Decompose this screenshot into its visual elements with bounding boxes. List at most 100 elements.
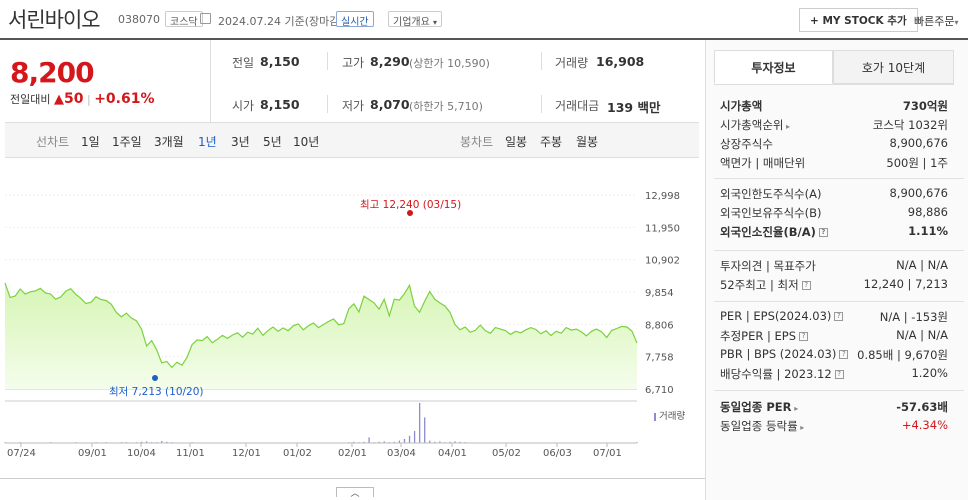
invest-row[interactable]: 시가총액순위 ▸ 코스닥 1032위 (720, 117, 948, 135)
range-1d[interactable]: 1일 (81, 135, 100, 149)
x-tick-label: 01/02 (283, 448, 312, 459)
add-my-stock-button[interactable]: + MY STOCK 추가 (799, 8, 918, 32)
section-divider (714, 390, 964, 391)
help-icon[interactable]: ? (799, 332, 809, 341)
volume-bar (408, 435, 411, 443)
invest-row[interactable]: 외국인소진율(B/A)? 1.11% (720, 224, 948, 242)
invest-row[interactable]: 추정PER | EPS? N/A | N/A (720, 328, 948, 346)
volume-bar (636, 442, 638, 443)
chart-toolbar (5, 122, 699, 158)
x-tick-label: 11/01 (176, 448, 205, 459)
invest-row-value: N/A | N/A (896, 328, 948, 342)
range-3y[interactable]: 3년 (231, 135, 250, 149)
volume-bar (454, 441, 456, 443)
realtime-badge[interactable]: 실시간 (336, 11, 374, 28)
invest-row[interactable]: 배당수익률 | 2023.12? 1.20% (720, 366, 948, 384)
candle-monthly[interactable]: 월봉 (576, 135, 599, 149)
invest-row-label: 투자의견 | 목표주가 (720, 259, 816, 273)
help-icon[interactable]: ? (818, 228, 828, 237)
invest-row-label: 배당수익률 | 2023.12? (720, 366, 844, 382)
volume-bar (383, 441, 385, 443)
candle-daily[interactable]: 일봉 (505, 135, 528, 149)
chevron-down-icon: ▾ (954, 18, 959, 27)
arrow-icon: ▸ (791, 404, 799, 413)
volume-bar (429, 440, 431, 443)
arrow-icon: ▸ (783, 122, 791, 131)
quick-order-button[interactable]: 빠른주문▾ (914, 13, 959, 29)
company-info-label: 기업개요 (393, 17, 430, 28)
invest-row-value: N/A | N/A (896, 258, 948, 272)
range-1w[interactable]: 1주일 (112, 135, 142, 149)
x-axis: 07/24 09/01 10/04 11/01 12/01 01/02 02/01 03/04… (7, 443, 622, 459)
invest-row-label: 추정PER | EPS? (720, 328, 809, 344)
company-info-dropdown[interactable]: 기업개요 ▾ (388, 11, 443, 28)
divider (210, 40, 211, 122)
high-value: 8,290 (370, 54, 410, 69)
x-tick-label: 04/01 (438, 448, 467, 459)
y-tick-label: 7,758 (645, 353, 674, 364)
up-arrow-icon: ▲ (53, 92, 64, 107)
help-icon[interactable]: ? (839, 350, 849, 359)
prev-close-value: 8,150 (260, 54, 300, 69)
invest-row-label: PER | EPS(2024.03)? (720, 309, 844, 323)
invest-row-value: 1.11% (908, 224, 948, 238)
invest-row[interactable]: 동일업종 PER ▸ -57.63배 (720, 399, 948, 417)
y-axis: 12,998 11,950 10,902 9,854 8,806 7,758 6,710 (645, 191, 680, 396)
arrow-icon: ▸ (797, 423, 805, 432)
volume-bar (145, 441, 148, 443)
tab-line (714, 84, 954, 85)
volume-bar (378, 441, 380, 443)
invest-row: 외국인보유주식수(B) 98,886 (720, 205, 948, 223)
min-point (152, 375, 158, 381)
help-icon[interactable]: ? (801, 281, 811, 290)
y-tick-label: 10,902 (645, 256, 680, 267)
x-tick-label: 07/24 (7, 448, 36, 459)
y-tick-label: 12,998 (645, 191, 680, 202)
candle-chart-label: 봉차트 (460, 135, 494, 149)
max-label: 최고 12,240 (03/15) (360, 199, 462, 211)
help-icon[interactable]: ? (834, 370, 844, 379)
invest-row-label: 외국인보유주식수(B) (720, 206, 822, 220)
invest-row[interactable]: PER | EPS(2024.03)? N/A | -153원 (720, 309, 948, 327)
help-icon[interactable]: ? (834, 312, 844, 321)
invest-row: 시가총액 730억원 (720, 98, 948, 116)
stock-code: 038070 (118, 13, 160, 26)
invest-row-value: 730억원 (902, 99, 948, 113)
invest-row-label: 외국인소진율(B/A)? (720, 224, 828, 240)
y-tick-label: 6,710 (645, 385, 674, 396)
price-chart[interactable]: 12,998 11,950 10,902 9,854 8,806 7,758 6,710 0… (0, 160, 705, 480)
range-10y[interactable]: 10년 (293, 135, 320, 149)
candle-weekly[interactable]: 주봉 (540, 135, 563, 149)
invest-row: 상장주식수 8,900,676 (720, 136, 948, 154)
volume-bars (4, 403, 638, 444)
document-icon[interactable] (200, 13, 211, 24)
volume-bar (161, 441, 163, 443)
invest-row[interactable]: 동일업종 등락률 ▸ +4.34% (720, 418, 948, 436)
chevron-down-icon: ▾ (433, 18, 438, 27)
volume-bar (439, 441, 441, 443)
volume-bar (434, 441, 436, 443)
price-line (4, 282, 638, 369)
collapse-icon[interactable]: ︿ (336, 487, 374, 499)
chart-bottom-line (0, 478, 705, 479)
volume-legend-label: 거래량 (659, 411, 686, 422)
y-tick-label: 8,806 (645, 320, 674, 331)
tab-orderbook[interactable]: 호가 10단계 (833, 50, 954, 84)
invest-row-label: 액면가 | 매매단위 (720, 156, 806, 170)
range-3m[interactable]: 3개월 (154, 135, 184, 149)
volume-bar (353, 441, 355, 443)
invest-row[interactable]: PBR | BPS (2024.03)? 0.85배 | 9,670원 (720, 347, 948, 365)
x-tick-label: 10/04 (127, 448, 156, 459)
change-percent: +0.61% (94, 91, 155, 107)
y-tick-label: 11,950 (645, 223, 680, 234)
volume-bar (393, 441, 396, 443)
volume-bar (166, 441, 168, 443)
tab-invest-info[interactable]: 투자정보 (714, 50, 833, 84)
volume-bar (424, 417, 426, 443)
range-5y[interactable]: 5년 (263, 135, 282, 149)
invest-row-value: 12,240 | 7,213 (863, 277, 948, 291)
invest-row[interactable]: 52주최고 | 최저? 12,240 | 7,213 (720, 277, 948, 295)
market-badge: 코스닥 (165, 11, 203, 28)
range-1y[interactable]: 1년 (198, 135, 217, 149)
upper-limit: (상한가 10,590) (409, 57, 490, 70)
